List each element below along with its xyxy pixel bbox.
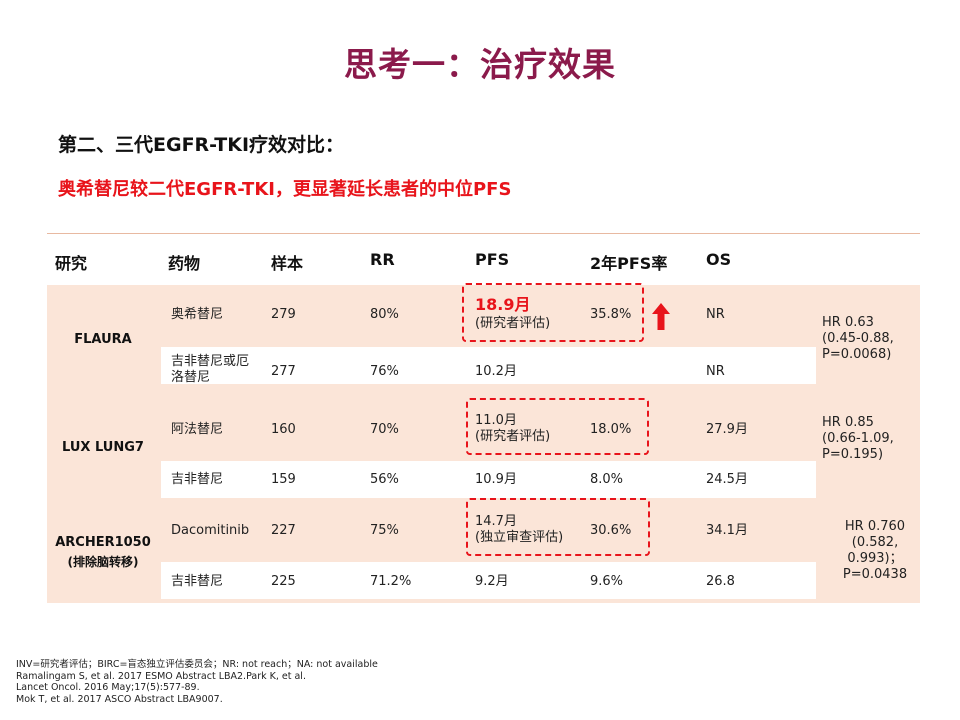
table-row bbox=[161, 347, 816, 384]
header-study: 研究 bbox=[55, 254, 88, 273]
footnote-line: Mok T, et al. 2017 ASCO Abstract LBA9007… bbox=[16, 693, 223, 705]
drug-cell: 吉非替尼 bbox=[171, 574, 224, 589]
drug-cell: 吉非替尼或厄洛替尼 bbox=[171, 354, 250, 385]
hazard-ratio-flaura: HR 0.63 (0.45-0.88, P=0.0068) bbox=[822, 315, 894, 362]
pfs2yr-cell: 35.8% bbox=[590, 307, 632, 322]
hazard-ratio-archer1050: HR 0.760 (0.582, 0.993)； P=0.0438 bbox=[842, 519, 908, 582]
header-pfs: PFS bbox=[475, 250, 510, 269]
pfs2yr-cell: 9.6% bbox=[590, 574, 624, 589]
footnotes: INV=研究者评估；BIRC=盲态独立评估委员会；NR: not reach；N… bbox=[16, 659, 378, 705]
pfs-note: (研究者评估) bbox=[475, 429, 551, 444]
footnote-line: Lancet Oncol. 2016 May;17(5):577-89. bbox=[16, 682, 200, 693]
slide-subtitle: 第二、三代EGFR-TKI疗效对比： bbox=[58, 134, 345, 156]
os-cell: 34.1月 bbox=[706, 523, 748, 538]
key-finding: 奥希替尼较二代EGFR-TKI，更显著延长患者的中位PFS bbox=[58, 179, 512, 200]
pfs-value: 18.9月 bbox=[475, 295, 531, 314]
header-os: OS bbox=[706, 250, 732, 269]
sample-cell: 160 bbox=[271, 422, 296, 437]
table-row bbox=[161, 461, 816, 498]
pfs2yr-cell: 8.0% bbox=[590, 472, 624, 487]
rr-cell: 76% bbox=[370, 364, 399, 379]
rr-cell: 80% bbox=[370, 307, 399, 322]
pfs-cell: 10.2月 bbox=[475, 364, 517, 379]
sample-cell: 159 bbox=[271, 472, 296, 487]
study-flaura: FLAURA bbox=[74, 332, 132, 347]
table-body bbox=[47, 285, 920, 603]
header-sample: 样本 bbox=[271, 254, 304, 273]
pfs-cell: 11.0月 (研究者评估) bbox=[475, 413, 551, 444]
pfs-note: (研究者评估) bbox=[475, 316, 551, 331]
rr-cell: 75% bbox=[370, 523, 399, 538]
slide-title: 思考一：治疗效果 bbox=[344, 45, 616, 84]
drug-cell: 吉非替尼 bbox=[171, 472, 224, 487]
header-rr: RR bbox=[370, 250, 395, 269]
pfs-cell: 9.2月 bbox=[475, 574, 509, 589]
pfs2yr-cell: 18.0% bbox=[590, 422, 632, 437]
study-note: (排除脑转移) bbox=[67, 555, 139, 569]
sample-cell: 279 bbox=[271, 307, 296, 322]
pfs-cell: 10.9月 bbox=[475, 472, 517, 487]
os-cell: NR bbox=[706, 364, 725, 379]
drug-cell: Dacomitinib bbox=[171, 523, 250, 538]
table-row bbox=[161, 562, 816, 599]
up-arrow-icon bbox=[652, 303, 670, 330]
highlight-box-flaura bbox=[462, 283, 644, 342]
footnote-line: Ramalingam S, et al. 2017 ESMO Abstract … bbox=[16, 670, 306, 682]
header-pfs2yr: 2年PFS率 bbox=[590, 254, 668, 273]
sample-cell: 225 bbox=[271, 574, 296, 589]
drug-cell: 阿法替尼 bbox=[171, 422, 224, 437]
os-cell: 26.8 bbox=[706, 574, 735, 589]
study-luxlung7: LUX LUNG7 bbox=[62, 440, 144, 455]
study-archer1050: ARCHER1050 (排除脑转移) bbox=[47, 535, 159, 570]
os-cell: NR bbox=[706, 307, 725, 322]
footnote-line: INV=研究者评估；BIRC=盲态独立评估委员会；NR: not reach；N… bbox=[16, 659, 378, 670]
comparison-table: 研究 药物 样本 RR PFS 2年PFS率 OS FLAURA HR 0.63… bbox=[47, 233, 920, 603]
os-cell: 24.5月 bbox=[706, 472, 748, 487]
drug-cell: 奥希替尼 bbox=[171, 307, 224, 322]
table-header-row: 研究 药物 样本 RR PFS 2年PFS率 OS bbox=[47, 233, 920, 286]
pfs2yr-cell: 30.6% bbox=[590, 523, 632, 538]
os-cell: 27.9月 bbox=[706, 422, 748, 437]
rr-cell: 70% bbox=[370, 422, 399, 437]
pfs-cell: 18.9月 (研究者评估) bbox=[475, 297, 550, 332]
sample-cell: 277 bbox=[271, 364, 296, 379]
highlight-box-luxlung7 bbox=[466, 398, 649, 455]
hazard-ratio-luxlung7: HR 0.85 (0.66-1.09, P=0.195) bbox=[822, 415, 894, 462]
rr-cell: 56% bbox=[370, 472, 399, 487]
sample-cell: 227 bbox=[271, 523, 296, 538]
pfs-cell: 14.7月 (独立审查评估) bbox=[475, 514, 564, 545]
highlight-box-archer1050 bbox=[466, 498, 650, 556]
header-drug: 药物 bbox=[168, 254, 201, 273]
rr-cell: 71.2% bbox=[370, 574, 412, 589]
pfs-note: (独立审查评估) bbox=[475, 530, 564, 545]
